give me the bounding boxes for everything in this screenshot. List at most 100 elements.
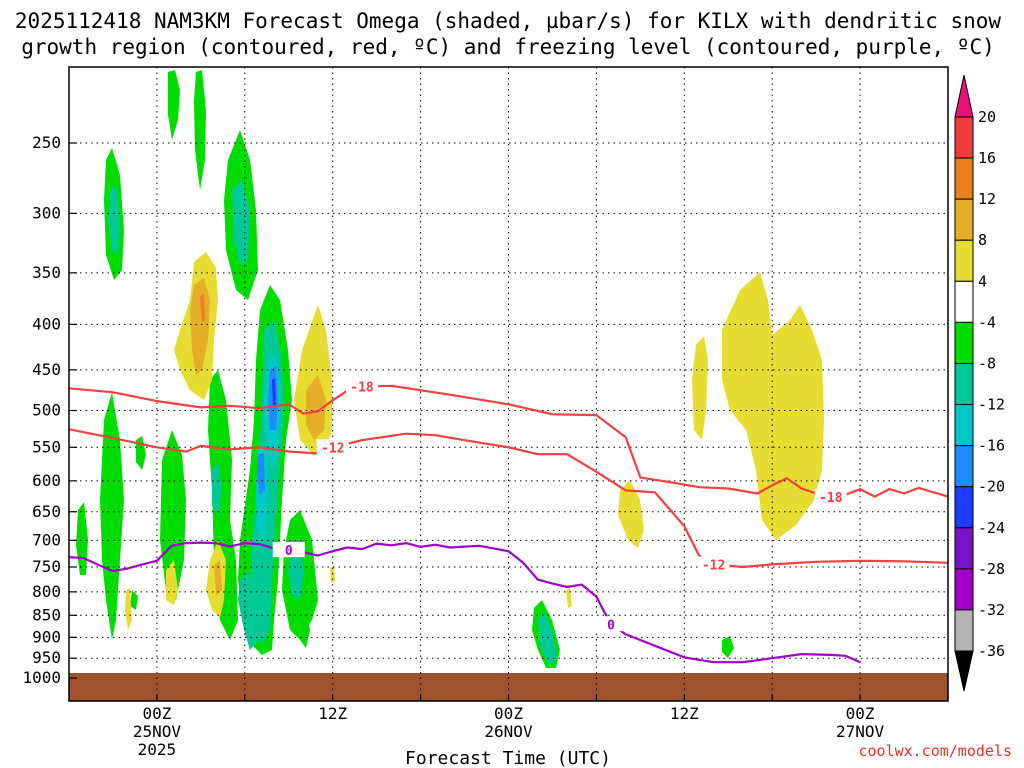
omega-region (618, 480, 644, 548)
omega-region (272, 378, 276, 408)
contour-line (69, 384, 948, 499)
x-tick-label: 00Z (494, 704, 523, 723)
colorbar-label: 4 (978, 272, 987, 290)
y-tick-label: 600 (32, 471, 61, 490)
omega-region (190, 278, 210, 375)
y-tick-label: 1000 (22, 668, 61, 687)
contour-line (69, 541, 861, 664)
y-tick-label: 700 (32, 530, 61, 549)
y-tick-label: 250 (32, 133, 61, 152)
y-tick-label: 650 (32, 502, 61, 521)
y-tick-label: 300 (32, 203, 61, 222)
x-axis-title: Forecast Time (UTC) (405, 748, 611, 768)
y-tick-label: 400 (32, 314, 61, 333)
contour-label-bg (272, 542, 305, 558)
omega-region (108, 184, 120, 255)
y-tick-label: 350 (32, 263, 61, 282)
colorbar-bin (954, 239, 974, 282)
contour-label: 0 (607, 618, 615, 633)
colorbar-label: 12 (978, 190, 996, 208)
contour-label-bg (316, 439, 349, 455)
omega-region (76, 502, 88, 575)
x-tick-label: 25NOV (133, 722, 182, 741)
colorbar-bin (954, 198, 974, 241)
omega-region (166, 560, 178, 605)
colorbar-label: -32 (978, 601, 1005, 619)
x-tick-label: 00Z (846, 704, 875, 723)
omega-region (130, 590, 138, 610)
omega-shading (76, 70, 824, 668)
chart-title-line-1: 2025112418 NAM3KM Forecast Omega (shaded… (15, 9, 1002, 33)
contour-label: -18 (350, 381, 374, 396)
colorbar: 20 16 12 8 4 -4 -8 -12 -16 -20 -24 -28 -32 -36 (954, 74, 1005, 692)
colorbar-bin (954, 280, 974, 323)
omega-region (566, 588, 572, 608)
omega-region (257, 452, 265, 495)
x-tick-label: 2025 (138, 740, 177, 759)
colorbar-label: -36 (978, 642, 1005, 660)
x-tick-label: 00Z (142, 704, 171, 723)
colorbar-arrow-top (954, 74, 974, 118)
contour-label-bg (697, 556, 730, 572)
colorbar-label: -12 (978, 396, 1005, 414)
omega-region (212, 462, 222, 515)
omega-region (168, 70, 180, 140)
contour-label-bg (595, 616, 628, 632)
x-tick-label: 12Z (318, 704, 347, 723)
colorbar-label: -24 (978, 519, 1005, 537)
colorbar-label: 20 (978, 108, 996, 126)
colorbar-bin (954, 362, 974, 406)
colorbar-label: -4 (978, 313, 996, 331)
omega-region (200, 294, 205, 322)
x-tick-label: 12Z (670, 704, 699, 723)
y-tick-label: 450 (32, 360, 61, 379)
y-tick-label: 750 (32, 557, 61, 576)
colorbar-bin (954, 568, 974, 611)
omega-region (232, 180, 250, 265)
colorbar-label: -16 (978, 437, 1005, 455)
contour-label: 0 (285, 544, 293, 559)
colorbar-bin (954, 527, 974, 570)
contours: -18 -18 -12 -12 0 0 (69, 378, 948, 664)
contour-line (69, 428, 948, 569)
colorbar-label: 16 (978, 149, 996, 167)
omega-region (722, 272, 824, 540)
omega-region (214, 560, 222, 595)
y-tick-label: 500 (32, 401, 61, 420)
omega-region (300, 615, 310, 648)
omega-region (722, 636, 734, 658)
y-tick-label: 850 (32, 605, 61, 624)
y-tick-label: 800 (32, 582, 61, 601)
grid (69, 67, 948, 701)
colorbar-bin (954, 116, 974, 159)
x-tick-label: 27NOV (836, 722, 885, 741)
omega-region (692, 336, 708, 440)
contour-label-bg (814, 489, 847, 505)
axis-ticks: 250 300 350 400 450 500 550 600 650 700 750 800 850 9… (22, 133, 949, 759)
colorbar-label: -20 (978, 478, 1005, 496)
colorbar-bin (954, 609, 974, 652)
colorbar-label: -8 (978, 354, 996, 372)
colorbar-arrow-bottom (954, 650, 974, 692)
colorbar-bin (954, 486, 974, 529)
credit-text: coolwx.com/models (858, 742, 1012, 760)
plot-area: -18 -18 -12 -12 0 0 250 300 350 400 450 500 550 600 6… (22, 66, 949, 759)
colorbar-label: -28 (978, 560, 1005, 578)
omega-region (306, 375, 326, 440)
contour-label: -12 (321, 441, 344, 456)
colorbar-label: 8 (978, 231, 987, 249)
x-tick-label: 26NOV (484, 722, 533, 741)
y-tick-label: 900 (32, 627, 61, 646)
colorbar-bin (954, 157, 974, 200)
omega-region (194, 70, 206, 190)
colorbar-bin (954, 321, 974, 364)
chart-title-line-2: growth region (contoured, red, ºC) and f… (21, 35, 995, 59)
colorbar-bin (954, 404, 974, 447)
contour-label: -18 (819, 491, 843, 506)
contour-label-bg (346, 378, 378, 394)
omega-region (238, 570, 258, 650)
colorbar-bin (954, 445, 974, 488)
omega-region (125, 588, 132, 630)
omega-region (100, 392, 124, 640)
